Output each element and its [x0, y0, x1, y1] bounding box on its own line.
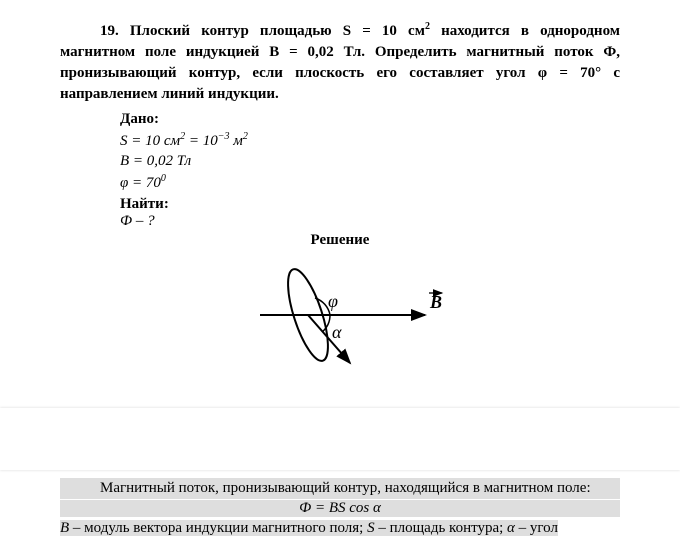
- given-line-3: φ = 700: [120, 173, 620, 192]
- expl-alpha: α: [507, 520, 515, 536]
- given-1sup3: 2: [243, 131, 248, 142]
- svg-text:φ: φ: [328, 291, 338, 311]
- problem-text-1: Плоский контур площадью S = 10 см: [130, 23, 425, 39]
- expl-txt3: – угол: [515, 520, 558, 536]
- given-1b: = 10: [185, 133, 218, 149]
- given-3a: φ = 70: [120, 175, 161, 191]
- explanation-line-2: B – модуль вектора индукции магнитного п…: [60, 518, 620, 539]
- svg-text:α: α: [332, 322, 342, 342]
- explanation-line-1: Магнитный поток, пронизывающий контур, н…: [60, 478, 620, 499]
- expl-b: B: [60, 520, 69, 536]
- given-line-2: B = 0,02 Тл: [120, 153, 620, 170]
- find-label: Найти:: [120, 196, 620, 213]
- given-section: Дано: S = 10 см2 = 10−3 м2 B = 0,02 Тл φ…: [120, 111, 620, 230]
- given-1a: S = 10 см: [120, 133, 180, 149]
- given-line-1: S = 10 см2 = 10−3 м2: [120, 131, 620, 150]
- formula: Ф = BS cos α: [60, 500, 620, 517]
- page-separator: [0, 408, 680, 470]
- problem-statement: 19. Плоский контур площадью S = 10 см2 н…: [60, 20, 620, 105]
- physics-diagram: Bφα: [230, 253, 450, 383]
- solution-label: Решение: [60, 232, 620, 249]
- given-label: Дано:: [120, 111, 620, 128]
- find-line: Ф – ?: [120, 213, 620, 230]
- expl-txt2: – площадь контура;: [375, 520, 507, 536]
- given-3sup: 0: [161, 173, 166, 184]
- expl-s: S: [367, 520, 375, 536]
- diagram-container: Bφα: [60, 253, 620, 383]
- page-top: 19. Плоский контур площадью S = 10 см2 н…: [0, 0, 680, 383]
- given-1c: м: [229, 133, 242, 149]
- expl-txt1: – модуль вектора индукции магнитного пол…: [69, 520, 367, 536]
- problem-number: 19.: [100, 23, 119, 39]
- svg-text:B: B: [429, 292, 442, 312]
- page-bottom: Магнитный поток, пронизывающий контур, н…: [0, 478, 680, 557]
- given-1sup2: −3: [218, 131, 230, 142]
